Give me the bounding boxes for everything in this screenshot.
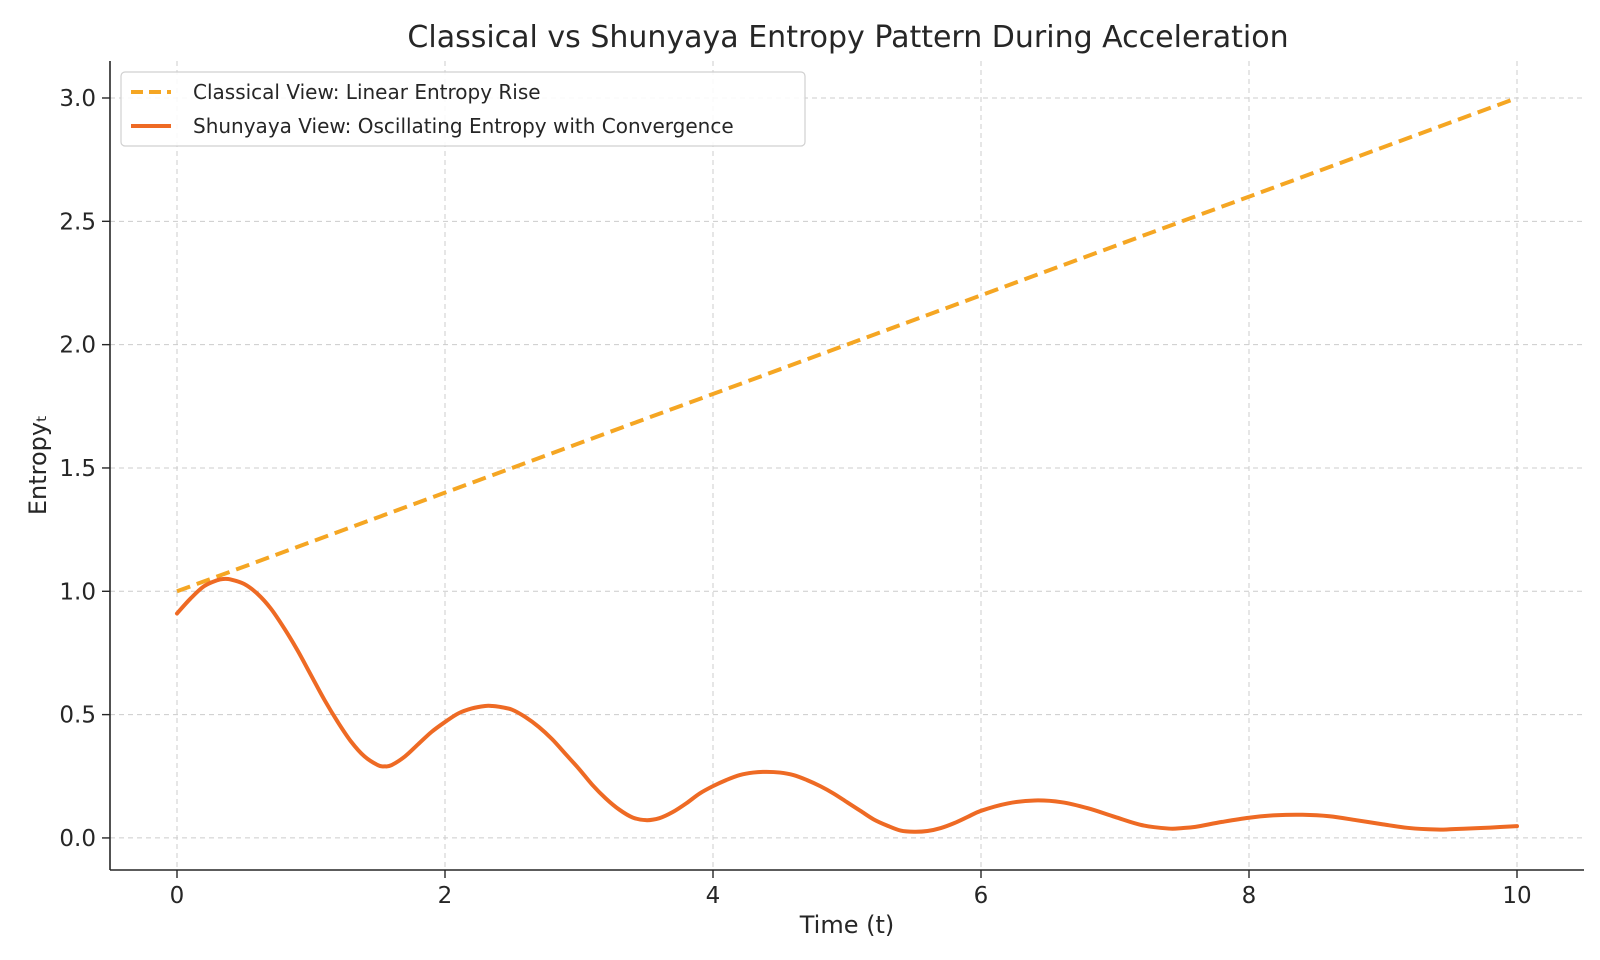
series-line-shunyaya bbox=[175, 576, 1519, 834]
legend: Classical View: Linear Entropy Rise Shun… bbox=[120, 71, 806, 147]
chart-title: Classical vs Shunyaya Entropy Pattern Du… bbox=[407, 20, 1288, 55]
legend-box bbox=[120, 71, 806, 147]
legend-label-classical: Classical View: Linear Entropy Rise bbox=[193, 80, 541, 104]
grid bbox=[110, 61, 1584, 870]
y-tick-label: 0.5 bbox=[59, 703, 96, 729]
y-tick-label: 3.0 bbox=[59, 86, 96, 112]
x-tick-label: 8 bbox=[1242, 883, 1257, 909]
y-tick-label: 2.5 bbox=[59, 209, 96, 235]
x-tick-label: 6 bbox=[974, 883, 989, 909]
y-tick-label: 1.0 bbox=[59, 579, 96, 605]
x-tick-label: 0 bbox=[170, 883, 185, 909]
y-tick-label: 1.5 bbox=[59, 456, 96, 482]
axes bbox=[109, 61, 1584, 871]
series-line-classical bbox=[176, 96, 1518, 594]
y-tick-label: 0.0 bbox=[59, 826, 96, 852]
y-axis-label: Entropyₜ bbox=[24, 415, 52, 515]
x-axis-label: Time (t) bbox=[799, 911, 895, 939]
x-tick-label: 10 bbox=[1502, 883, 1531, 909]
x-ticks: 0 2 4 6 8 10 bbox=[170, 870, 1532, 909]
y-tick-label: 2.0 bbox=[59, 333, 96, 359]
x-tick-label: 4 bbox=[706, 883, 721, 909]
series-layer bbox=[175, 96, 1519, 834]
y-ticks: 0.0 0.5 1.0 1.5 2.0 2.5 3.0 bbox=[59, 86, 110, 852]
legend-label-shunyaya: Shunyaya View: Oscillating Entropy with … bbox=[193, 114, 734, 138]
x-tick-label: 2 bbox=[438, 883, 453, 909]
